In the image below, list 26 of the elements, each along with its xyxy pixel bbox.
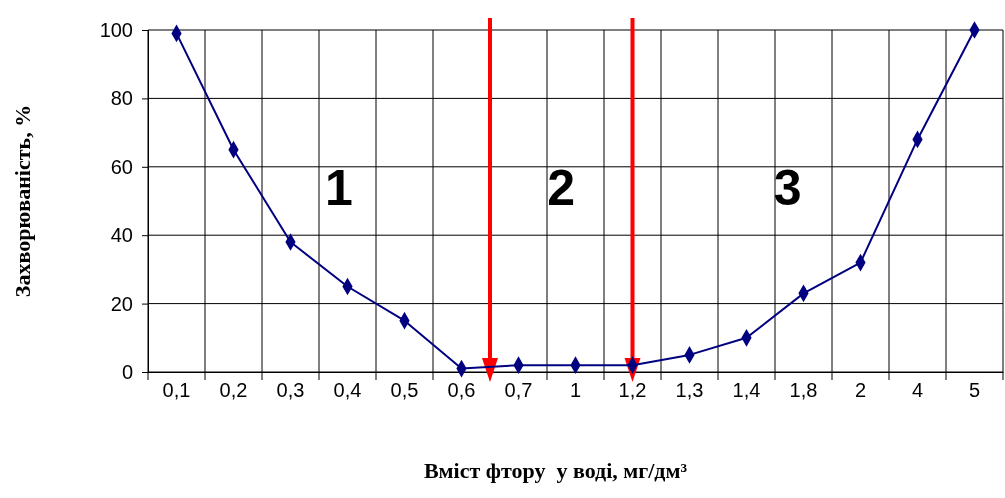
x-tick-label: 0,4: [333, 379, 362, 401]
x-tick-label: 0,7: [504, 379, 533, 401]
x-tick-label: 2: [854, 379, 867, 401]
x-axis-title: Вміст фтору у воді, мг/дм³: [423, 458, 688, 483]
x-tick-label: 1,2: [618, 379, 647, 401]
y-tick-label: 60: [110, 155, 133, 178]
y-tick-label: 80: [110, 87, 133, 110]
y-tick-label: 100: [99, 18, 133, 41]
x-tick-label: 1: [569, 379, 582, 401]
x-tick-label: 1,3: [675, 379, 704, 401]
x-tick-label: 0,1: [162, 379, 191, 401]
x-tick-label: 1,4: [732, 379, 761, 401]
x-tick-label: 0,6: [447, 379, 476, 401]
x-tick-label: 1,8: [789, 379, 818, 401]
annotation: 1: [325, 160, 353, 216]
x-tick-label: 0,2: [219, 379, 248, 401]
y-tick-label: 0: [121, 360, 133, 383]
y-axis-title: Захворюваність, %: [10, 104, 35, 298]
annotation: 3: [773, 160, 802, 216]
x-tick-label: 0,5: [390, 379, 419, 401]
y-tick-label: 40: [110, 224, 133, 247]
annotation: 2: [547, 160, 576, 216]
x-tick-label: 4: [911, 379, 924, 401]
x-tick-label: 5: [968, 379, 981, 401]
y-tick-label: 20: [110, 292, 133, 315]
x-tick-label: 0,3: [276, 379, 305, 401]
